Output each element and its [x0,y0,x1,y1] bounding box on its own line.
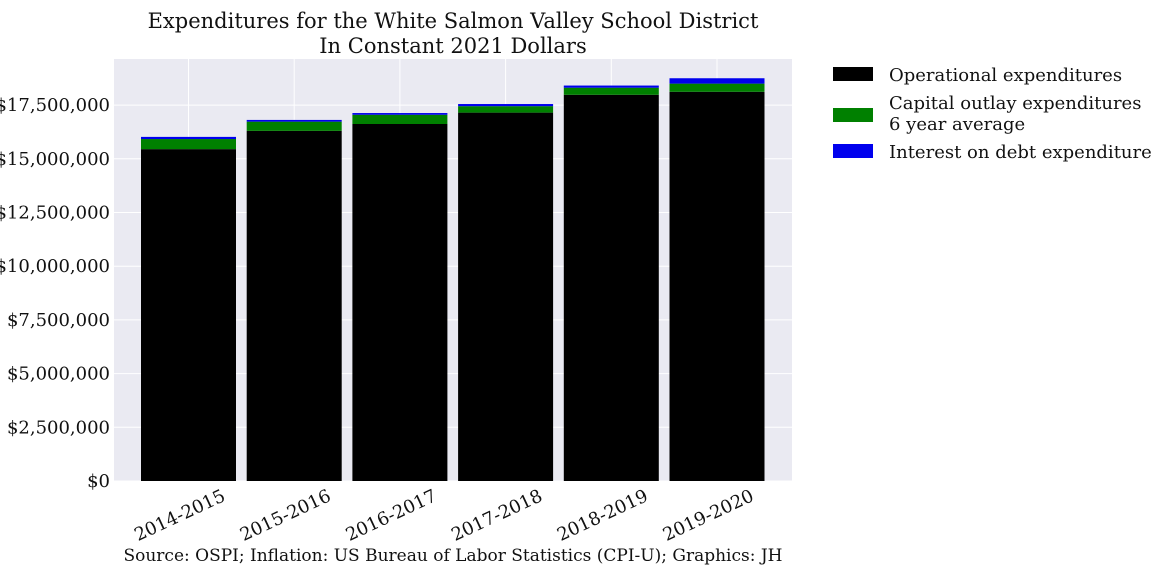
legend: Operational expenditures Capital outlay … [833,65,1152,163]
y-tick-label: $12,500,000 [0,203,110,224]
bar-segment-interest [141,136,236,140]
legend-label-capital: Capital outlay expenditures [889,93,1141,114]
legend-label-capital-line2: 6 year average [889,114,1025,135]
legend-swatch-interest [833,144,873,158]
source-caption: Source: OSPI; Inflation: US Bureau of La… [123,546,782,566]
x-tick-label: 2014-2015 [131,485,228,545]
bar-segment-capital [246,121,342,131]
bar-segment-operational [458,112,554,482]
bar-segment-capital [352,114,448,125]
y-tick-label: $2,500,000 [7,417,110,438]
chart-subtitle: In Constant 2021 Dollars [319,34,586,58]
bar-segment-capital [458,106,554,113]
y-tick-label: $17,500,000 [0,95,110,116]
bar-segment-interest [352,113,448,115]
y-tick-label: $10,000,000 [0,256,110,277]
y-axis-ticks: $0 $2,500,000 $5,000,000 $7,500,000 $10,000,… [0,95,110,492]
y-tick-label: $15,000,000 [0,149,110,170]
bar-segment-interest [246,119,342,122]
legend-label-operational: Operational expenditures [889,65,1122,86]
bar-segment-interest [563,85,659,88]
legend-label-interest: Interest on debt expenditures [889,142,1152,163]
bar-segment-operational [669,91,765,481]
x-tick-label: 2018-2019 [554,485,651,545]
y-tick-label: $7,500,000 [7,310,110,331]
bar-segment-operational [246,130,342,481]
bar-segment-operational [352,124,448,481]
legend-swatch-capital [833,108,873,122]
legend-swatch-operational [833,67,873,81]
y-tick-label: $0 [87,471,110,492]
bars [141,78,765,482]
y-tick-label: $5,000,000 [7,364,110,385]
x-tick-label: 2016-2017 [343,485,440,545]
x-tick-label: 2015-2016 [237,485,334,545]
bar-segment-operational [141,149,236,481]
x-axis-ticks: 2014-2015 2015-2016 2016-2017 2017-2018 2018… [131,485,757,545]
bar-segment-capital [669,83,765,92]
x-tick-label: 2017-2018 [448,485,545,545]
bar-segment-operational [563,94,659,481]
bar-segment-interest [669,78,765,84]
bar-segment-interest [458,104,554,107]
x-tick-label: 2019-2020 [660,485,757,545]
chart-title: Expenditures for the White Salmon Valley… [148,9,759,33]
bar-segment-capital [563,87,659,95]
bar-segment-capital [141,139,236,150]
